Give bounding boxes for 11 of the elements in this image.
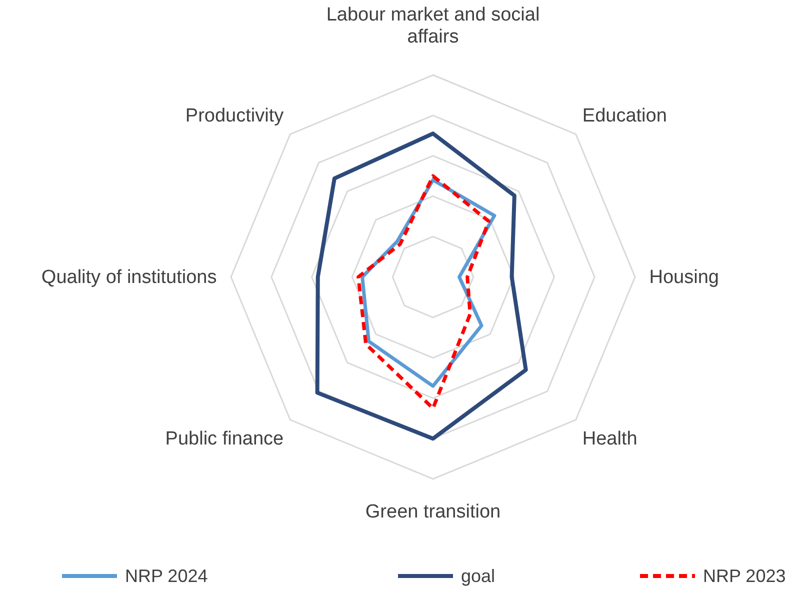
spoke-label: Productivity [185, 106, 284, 127]
spoke-label: Labour market and social affairs [326, 4, 540, 48]
spoke-label: Quality of institutions [41, 267, 217, 288]
spoke-label: Health [582, 428, 638, 450]
legend-label: goal [461, 566, 496, 586]
spoke-label: Housing [649, 267, 719, 288]
legend-label: NRP 2024 [125, 566, 208, 586]
spoke-label: Education [582, 106, 667, 127]
legend-label: NRP 2023 [703, 566, 786, 586]
spoke-label: Public finance [165, 428, 284, 450]
spoke-label: Green transition [365, 501, 501, 522]
